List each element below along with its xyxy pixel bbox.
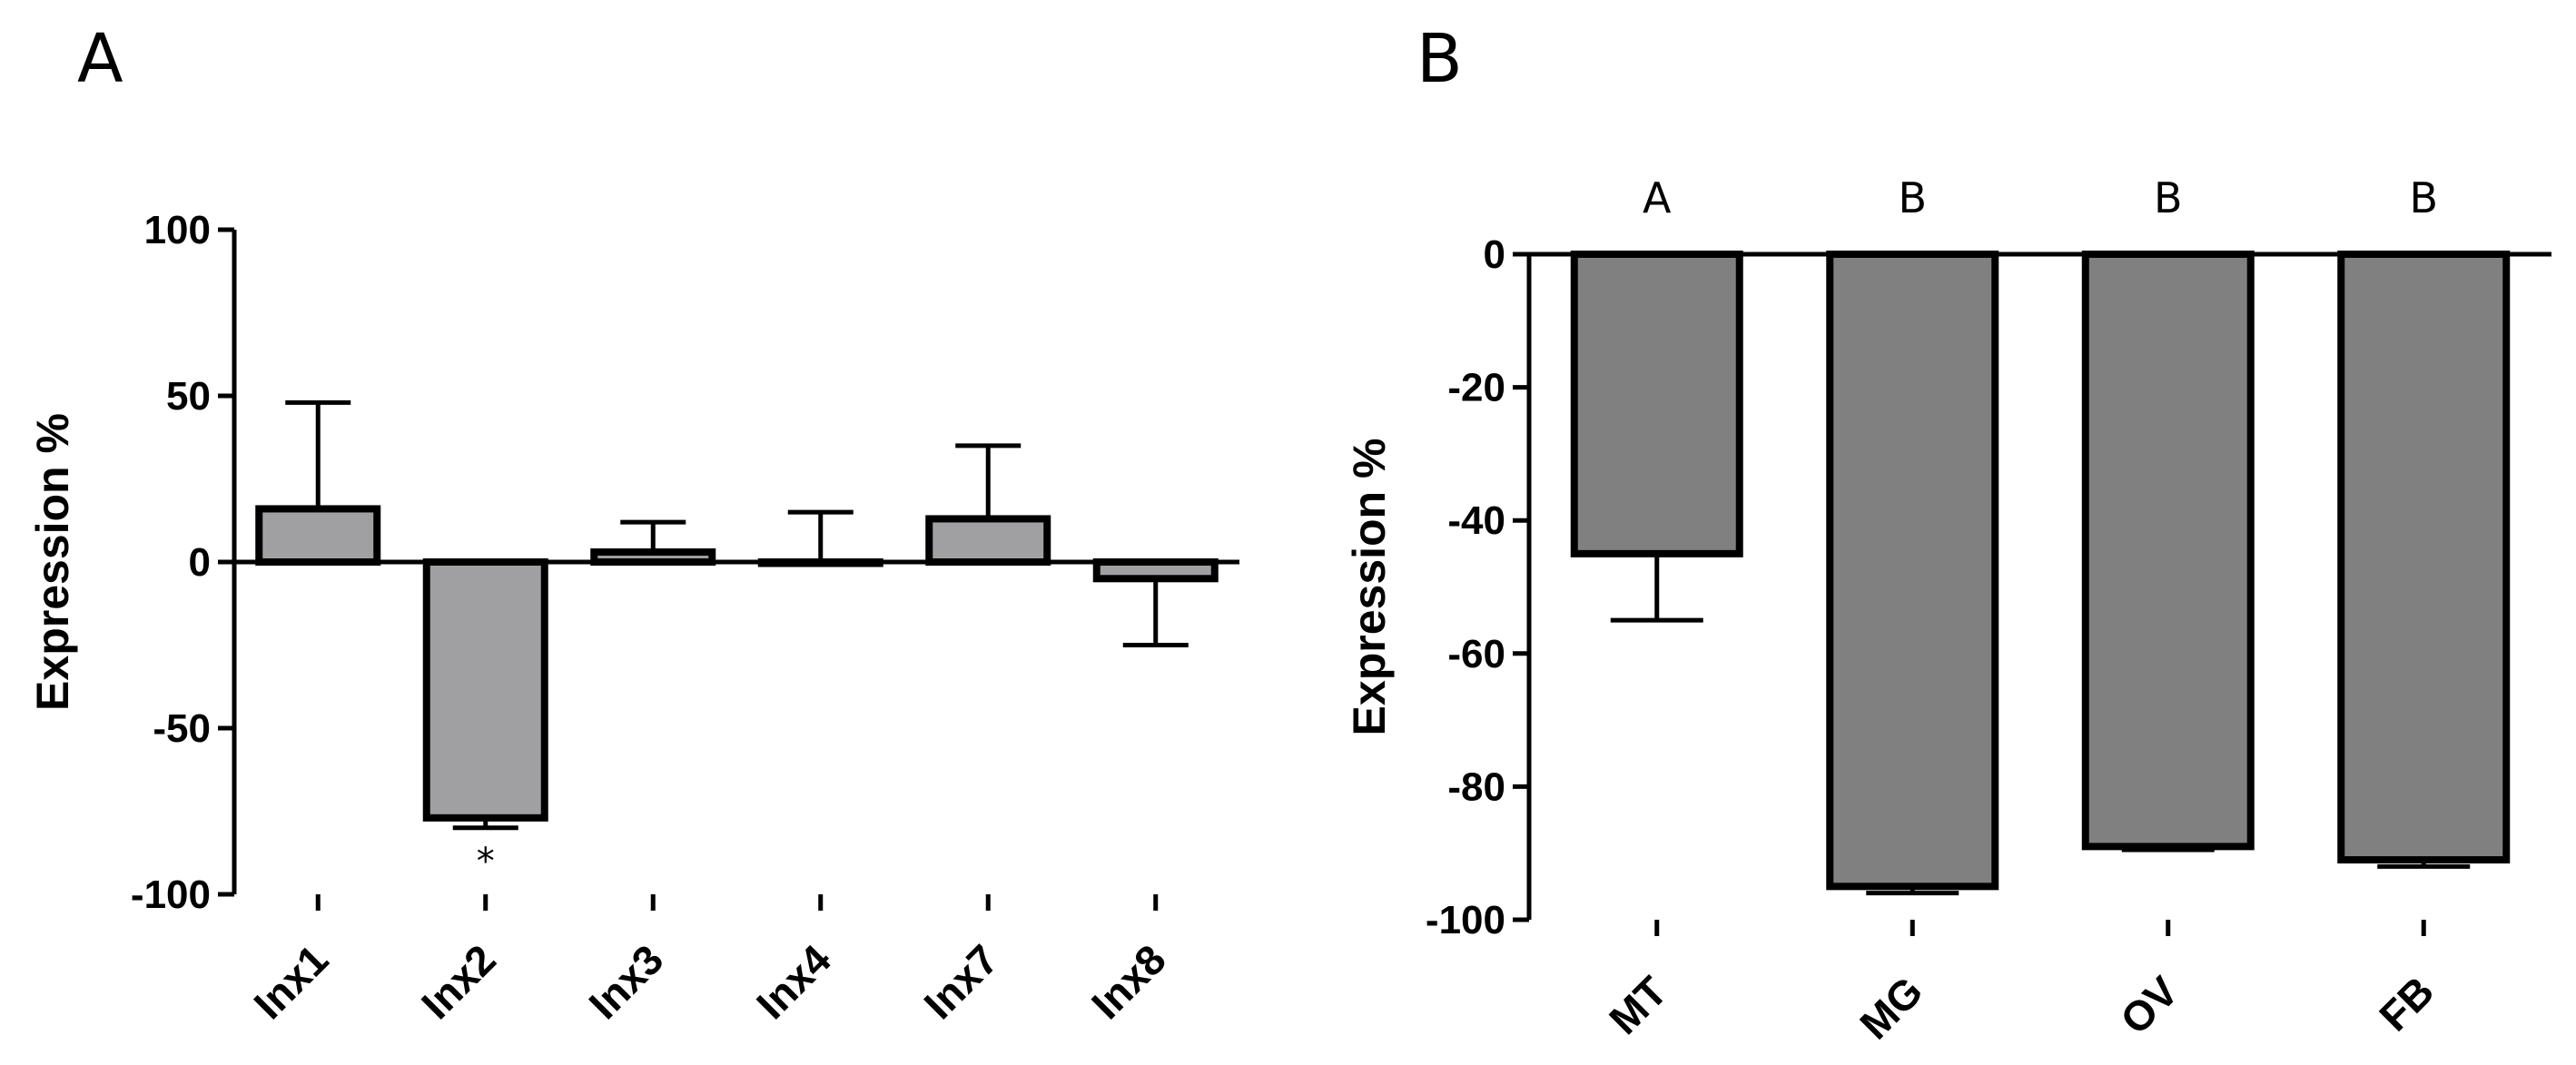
y-tick-label: -100 <box>1426 898 1505 942</box>
bar <box>255 505 381 567</box>
y-tick-label: -100 <box>131 873 211 917</box>
y-tick-label: 0 <box>1484 232 1505 277</box>
y-tick-label: 0 <box>189 540 211 585</box>
x-tick-label: Inx2 <box>412 935 505 1028</box>
x-tick-label: Inx7 <box>914 935 1007 1028</box>
significance-group-label: B <box>1898 173 1927 222</box>
x-tick-label: Inx8 <box>1082 935 1175 1028</box>
bar <box>925 515 1051 566</box>
panel-label-a: A <box>77 20 123 98</box>
bar <box>2337 251 2511 864</box>
y-axis-title: Expression % <box>27 413 78 711</box>
y-tick-label: 50 <box>166 374 211 419</box>
x-tick-label: Inx1 <box>244 935 337 1028</box>
bar <box>590 548 716 567</box>
y-axis-title: Expression % <box>1344 439 1395 736</box>
y-tick-label: 100 <box>144 208 211 252</box>
chart-b: 0 -20 -40 -60 -80 -100 Expression % MT A MG B OV B FB… <box>1344 173 2551 1048</box>
bar <box>422 558 548 822</box>
y-tick-label: -40 <box>1447 498 1505 543</box>
significance-group-label: B <box>2409 173 2438 222</box>
x-tick-label: MG <box>1851 967 1931 1048</box>
chart-a: 100 50 0 -50 -100 Expression % Inx1 Inx2 * Inx3 In… <box>27 208 1239 1028</box>
y-tick-label: -80 <box>1447 764 1505 809</box>
bar <box>1826 251 1999 891</box>
significance-group-label: B <box>2154 173 2183 222</box>
x-tick-label: MT <box>1600 967 1676 1043</box>
bar <box>1570 251 1743 557</box>
y-tick-label: -20 <box>1447 366 1505 410</box>
x-tick-label: OV <box>2111 967 2187 1043</box>
bar <box>1092 558 1219 583</box>
panel-label-b: B <box>1416 20 1463 98</box>
x-tick-label: Inx3 <box>579 935 672 1028</box>
y-tick-label: -50 <box>153 706 211 751</box>
significance-group-label: A <box>1643 173 1672 222</box>
bar <box>757 558 883 567</box>
x-tick-label: Inx4 <box>747 935 840 1028</box>
y-tick-label: -60 <box>1447 632 1505 676</box>
significance-marker: * <box>477 841 495 883</box>
x-tick-label: FB <box>2370 967 2443 1040</box>
bar <box>2081 251 2255 851</box>
